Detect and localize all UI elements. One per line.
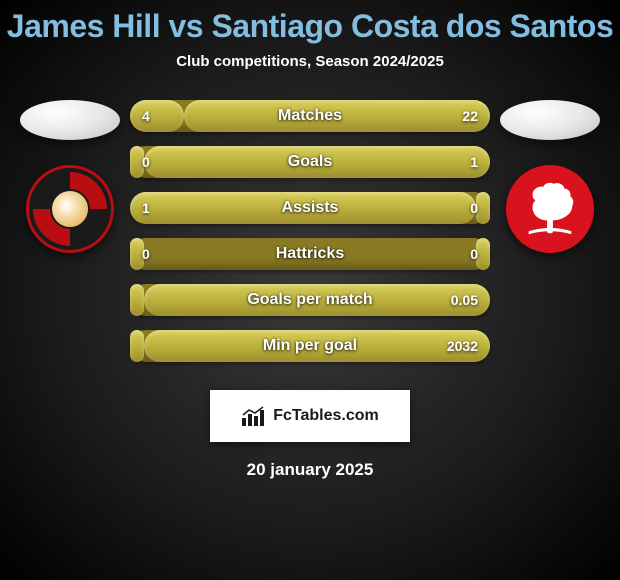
stat-bar-label: Goals: [130, 153, 490, 171]
stat-bar-value-right: 0: [470, 246, 478, 262]
stats-bars: Matches422Goals01Assists10Hattricks00Goa…: [130, 100, 490, 362]
subtitle: Club competitions, Season 2024/2025: [0, 53, 620, 70]
stat-bar: Matches4 22: [130, 100, 490, 132]
player2-avatar: [500, 100, 600, 140]
stat-bar-value-right: 22: [462, 108, 478, 124]
vs-text: vs: [160, 8, 211, 44]
player1-club-crest: [26, 165, 114, 253]
stat-bar-label: Min per goal: [130, 337, 490, 355]
stat-bar-label: Matches: [130, 107, 490, 125]
player1-avatar: [20, 100, 120, 140]
player2-name: Santiago Costa dos Santos: [211, 8, 613, 44]
comparison-content: Matches422Goals01Assists10Hattricks00Goa…: [0, 100, 620, 362]
left-side: [10, 100, 130, 253]
player2-club-crest: [506, 165, 594, 253]
right-side: [490, 100, 610, 253]
bournemouth-crest-pattern: [33, 172, 107, 246]
stat-bar: Min per goal2032: [130, 330, 490, 362]
stat-bar-value-right: 0.05: [451, 292, 478, 308]
stat-bar: Goals0 1: [130, 146, 490, 178]
stat-bar-value-left: 4: [142, 108, 150, 124]
stat-bar-value-left: 0: [142, 246, 150, 262]
stat-bar-value-right: 0: [470, 200, 478, 216]
stat-bar: Goals per match0.05: [130, 284, 490, 316]
stat-bar-value-left: 0: [142, 154, 150, 170]
date-text: 20 january 2025: [0, 460, 620, 480]
forest-tree-icon: [519, 178, 581, 240]
stat-bar-label: Assists: [130, 199, 490, 217]
stat-bar-value-right: 2032: [447, 338, 478, 354]
branding-text: FcTables.com: [273, 407, 379, 425]
stat-bar: Assists1 0: [130, 192, 490, 224]
fctables-chart-icon: [241, 405, 267, 427]
stat-bar-label: Goals per match: [130, 291, 490, 309]
stat-bar: Hattricks0 0: [130, 238, 490, 270]
bournemouth-crest-head: [50, 189, 90, 229]
page-title: James Hill vs Santiago Costa dos Santos: [0, 0, 620, 45]
branding-badge: FcTables.com: [210, 390, 410, 442]
stat-bar-value-left: 1: [142, 200, 150, 216]
stat-bar-label: Hattricks: [130, 245, 490, 263]
stat-bar-value-right: 1: [470, 154, 478, 170]
player1-name: James Hill: [7, 8, 160, 44]
